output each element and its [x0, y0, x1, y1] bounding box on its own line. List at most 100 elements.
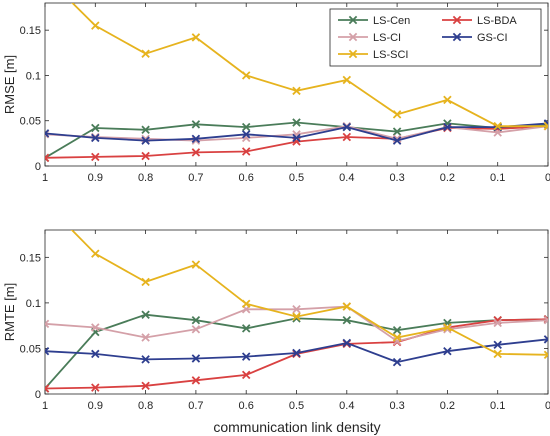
- series-ls-cen-marker: [191, 120, 201, 129]
- series-ls-bda-marker: [241, 370, 251, 380]
- series-gs-ci-marker: [493, 340, 502, 350]
- plot-area-border: [44, 229, 549, 395]
- x-tick-label: 0.6: [239, 400, 254, 412]
- x-tick-label: 0.6: [239, 172, 254, 184]
- x-tick-label: 0.2: [440, 400, 455, 412]
- marker-stroke: [141, 333, 150, 342]
- marker-stroke: [292, 312, 301, 321]
- marker-stroke: [241, 299, 251, 309]
- series-ls-sci-marker: [41, 199, 48, 206]
- marker-stroke: [493, 318, 502, 328]
- marker-stroke: [241, 352, 251, 361]
- marker-stroke: [392, 136, 402, 145]
- marker-stroke: [392, 127, 402, 136]
- legend-item-ls-bda: LS-BDA: [442, 15, 517, 27]
- series-ls-cen-marker: [91, 123, 100, 133]
- x-tick-label: 0.5: [289, 172, 304, 184]
- marker-stroke: [543, 335, 548, 341]
- x-axis-label: communication link density: [213, 419, 380, 435]
- series-ls-cen-marker: [191, 315, 201, 325]
- marker-stroke: [241, 147, 251, 156]
- y-tick-label: 0.15: [20, 252, 41, 264]
- marker-stroke: [41, 199, 48, 206]
- series-ls-bda-marker: [141, 151, 150, 161]
- series-ls-bda-marker: [45, 153, 50, 163]
- marker-stroke: [91, 21, 100, 30]
- marker-stroke: [292, 118, 301, 127]
- marker-stroke: [543, 124, 548, 131]
- marker-stroke: [392, 325, 402, 335]
- marker-stroke: [342, 122, 352, 132]
- marker-stroke: [191, 120, 201, 129]
- series-ls-cen-marker: [342, 315, 352, 325]
- x-tick-label: 0.9: [88, 400, 103, 412]
- rmse-panel: 1 0.9 0.8 0.7 0.6 0.5 0.4 0.3 0.2 0.1 0 0 0.05 0.1 0.1…: [2, 2, 550, 184]
- marker-stroke: [493, 121, 502, 131]
- marker-stroke: [292, 133, 301, 143]
- series-ls-ci-marker: [543, 315, 548, 325]
- marker-stroke: [191, 315, 201, 325]
- series-gs-ci-marker: [45, 129, 50, 138]
- marker-stroke: [241, 122, 251, 132]
- series-gs-ci-marker: [543, 335, 548, 344]
- x-tick-label: 0.8: [138, 400, 153, 412]
- legend-label: LS-CI: [373, 32, 401, 44]
- series-ls-sci-marker: [292, 312, 301, 321]
- marker-stroke: [392, 134, 402, 144]
- plot-series-group: [45, 3, 548, 163]
- marker-stroke: [241, 324, 251, 333]
- series-gs-ci-marker: [91, 349, 100, 359]
- x-tick-label: 0.3: [389, 400, 404, 412]
- marker-stroke: [191, 134, 201, 144]
- series-gs-ci-marker: [392, 136, 402, 145]
- marker-stroke: [342, 302, 352, 311]
- marker-stroke: [543, 318, 548, 325]
- marker-stroke: [141, 49, 150, 58]
- marker-stroke: [191, 33, 201, 42]
- series-ls-sci-marker: [141, 49, 150, 58]
- x-tick-label: 0.4: [339, 400, 354, 412]
- marker-stroke: [141, 125, 150, 135]
- marker-stroke: [292, 348, 301, 358]
- series-ls-sci-marker: [292, 86, 301, 96]
- series-ls-ci-marker: [141, 333, 150, 342]
- series-gs-ci-marker: [342, 122, 352, 132]
- series-ls-bda-marker: [191, 148, 201, 157]
- series-gs-ci-marker: [191, 354, 201, 363]
- x-tick-label: 0: [545, 172, 550, 184]
- legend-item-ls-cen: LS-Cen: [338, 15, 410, 27]
- series-ls-bda-marker: [91, 383, 100, 392]
- legend-marker: [452, 15, 462, 25]
- series-ls-bda-marker: [45, 384, 50, 393]
- legend: LS-Cen LS-BDA LS-CI GS-CI LS-SCI: [329, 8, 542, 67]
- marker-stroke: [91, 123, 100, 133]
- series-ls-ci-marker: [191, 325, 201, 334]
- series-ls-sci-marker: [543, 121, 548, 131]
- marker-stroke: [191, 325, 201, 334]
- series-gs-ci-marker: [443, 122, 452, 132]
- x-tick-label: 0.9: [88, 172, 103, 184]
- legend-item-ls-sci: LS-SCI: [338, 49, 408, 61]
- marker-stroke: [392, 333, 402, 342]
- legend-label: GS-CI: [477, 32, 508, 44]
- marker-stroke: [45, 132, 50, 138]
- marker-stroke: [91, 349, 100, 359]
- legend-label: LS-SCI: [373, 49, 408, 61]
- legend-marker: [348, 15, 358, 25]
- marker-stroke: [443, 122, 452, 132]
- series-gs-ci-marker: [292, 348, 301, 358]
- series-ls-bda-marker: [141, 381, 150, 391]
- series-gs-ci-line: [45, 338, 548, 364]
- marker-stroke: [543, 119, 548, 125]
- marker-stroke: [342, 132, 352, 142]
- y-tick-label: 0.05: [20, 343, 41, 355]
- legend-marker: [348, 32, 358, 42]
- marker-stroke: [91, 323, 100, 332]
- marker-stroke: [45, 319, 50, 326]
- series-ls-sci-marker: [493, 121, 502, 131]
- x-tick-label: 0.7: [188, 400, 203, 412]
- marker-stroke: [141, 277, 150, 287]
- legend-label: LS-BDA: [477, 15, 517, 27]
- marker-stroke: [241, 370, 251, 380]
